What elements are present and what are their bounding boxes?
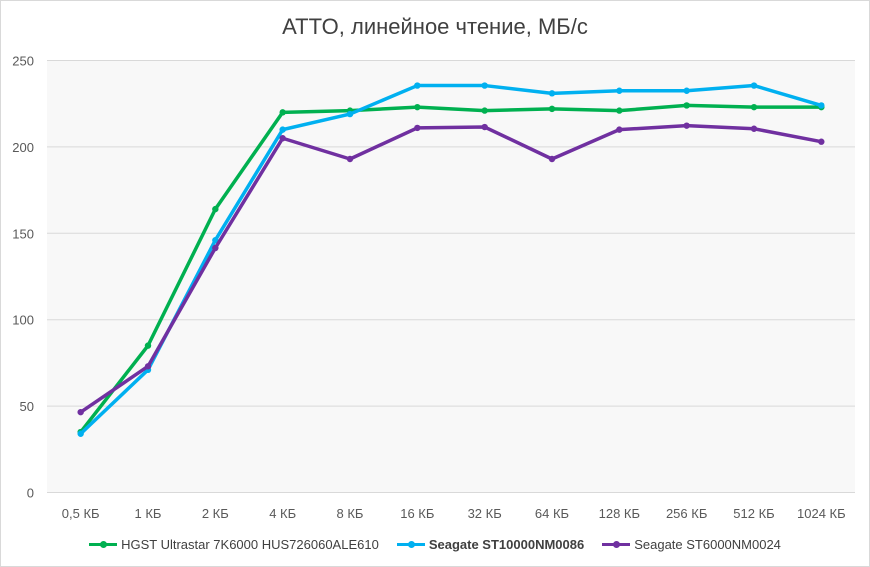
y-tick-label: 200 <box>12 140 34 155</box>
x-tick-label: 128 КБ <box>599 506 640 521</box>
x-tick-label: 32 КБ <box>468 506 502 521</box>
data-point <box>212 244 219 252</box>
data-point <box>548 155 556 163</box>
legend-item: HGST Ultrastar 7K6000 HUS726060ALE610 <box>89 537 379 552</box>
x-tick-label: 1 КБ <box>135 506 162 521</box>
y-tick-label: 150 <box>12 226 34 241</box>
data-point <box>77 430 84 437</box>
data-point <box>818 102 825 109</box>
y-tick-label: 250 <box>12 54 34 69</box>
data-point <box>414 124 421 132</box>
data-point <box>279 126 286 133</box>
data-point <box>750 82 758 89</box>
data-point <box>346 155 354 163</box>
data-point <box>683 122 690 129</box>
data-point <box>683 102 690 109</box>
plot-area <box>47 60 855 493</box>
data-point <box>481 82 488 89</box>
data-point <box>144 342 152 349</box>
data-point <box>548 90 556 97</box>
legend-item: Seagate ST6000NM0024 <box>602 537 781 552</box>
y-tick-label: 50 <box>20 399 34 414</box>
data-point <box>144 363 152 370</box>
legend-label: Seagate ST10000NM0086 <box>428 537 585 552</box>
legend-swatch <box>602 541 631 548</box>
x-tick-label: 64 КБ <box>535 506 569 521</box>
data-point <box>481 107 488 114</box>
x-tick-label: 512 КБ <box>733 506 774 521</box>
series-line-1 <box>79 83 822 436</box>
data-point <box>77 408 84 416</box>
series-line-2 <box>79 123 822 414</box>
chart-title: ATTO, линейное чтение, МБ/с <box>282 14 588 39</box>
data-point <box>683 87 690 94</box>
data-point <box>616 126 623 133</box>
data-point <box>616 107 623 114</box>
x-tick-label: 1024 КБ <box>797 506 846 521</box>
legend-swatch <box>396 541 425 548</box>
y-tick-label: 100 <box>12 313 34 328</box>
legend-label: Seagate ST6000NM0024 <box>634 537 781 552</box>
data-point <box>279 135 286 142</box>
x-tick-label: 16 КБ <box>400 506 434 521</box>
data-point <box>346 110 354 118</box>
data-point <box>818 138 825 145</box>
y-tick-label: 0 <box>27 486 34 501</box>
series-line-0 <box>79 103 822 434</box>
data-point <box>414 82 421 89</box>
data-point <box>212 237 219 244</box>
legend-swatch <box>89 541 118 548</box>
data-point <box>414 103 421 111</box>
x-tick-label: 4 КБ <box>269 506 296 521</box>
data-point <box>750 103 758 111</box>
data-point <box>212 205 219 213</box>
data-point <box>616 87 623 94</box>
data-point <box>750 125 758 132</box>
legend: HGST Ultrastar 7K6000 HUS726060ALE610 Sea… <box>0 537 870 552</box>
x-tick-label: 0,5 КБ <box>62 506 100 521</box>
x-tick-label: 8 КБ <box>337 506 364 521</box>
data-point <box>548 105 556 113</box>
legend-item: Seagate ST10000NM0086 <box>396 537 585 552</box>
legend-label: HGST Ultrastar 7K6000 HUS726060ALE610 <box>121 537 379 552</box>
x-tick-label: 256 КБ <box>666 506 707 521</box>
data-point <box>481 123 488 131</box>
x-tick-label: 2 КБ <box>202 506 229 521</box>
data-point <box>279 109 286 116</box>
